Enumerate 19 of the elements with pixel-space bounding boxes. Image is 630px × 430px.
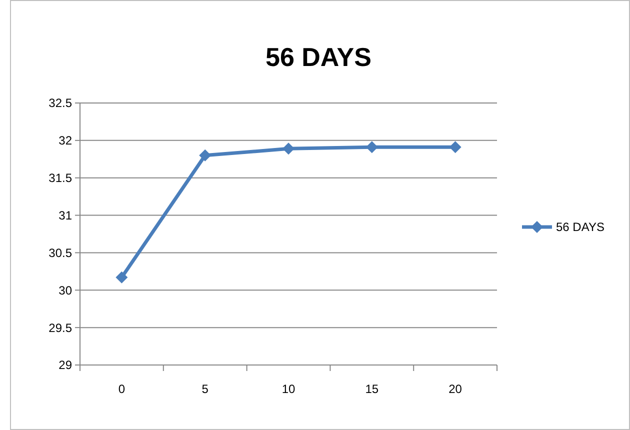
- chart-title: 56 DAYS: [266, 42, 372, 72]
- x-tick-label: 5: [202, 382, 209, 396]
- x-tick-label: 10: [282, 382, 296, 396]
- point: [199, 149, 212, 162]
- y-tick-label: 29.5: [48, 320, 72, 335]
- y-tick-label: 31: [58, 208, 72, 222]
- y-tick-label: 30.5: [48, 246, 72, 260]
- y-tick-label: 29: [58, 358, 72, 372]
- point: [449, 141, 462, 154]
- y-tick-label: 30: [58, 283, 72, 298]
- x-tick-label: 20: [448, 382, 462, 396]
- y-tick-label: 32.5: [48, 96, 72, 110]
- x-tick-label: 0: [118, 382, 126, 396]
- y-tick-label: 32: [58, 134, 72, 148]
- point: [282, 142, 294, 155]
- legend-label: 56 DAYS: [556, 220, 604, 234]
- point: [116, 271, 128, 284]
- y-tick-label: 31.5: [48, 171, 72, 186]
- x-tick-label: 15: [365, 382, 379, 396]
